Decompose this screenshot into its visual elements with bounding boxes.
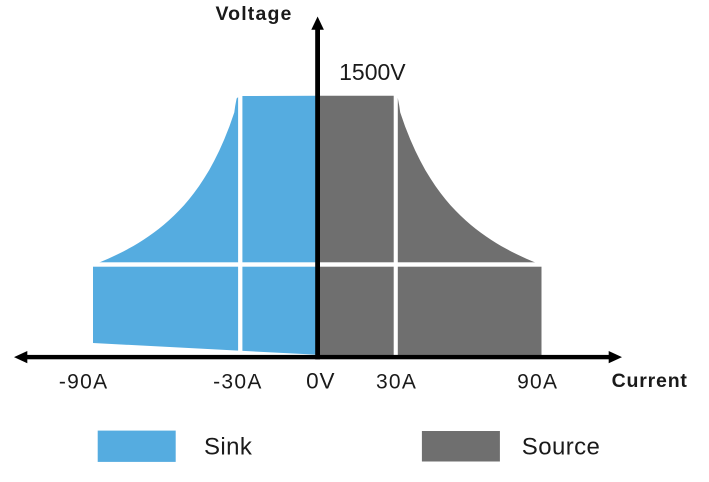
svg-text:-30A: -30A: [213, 371, 263, 394]
svg-text:90A: 90A: [517, 371, 558, 394]
svg-text:-90A: -90A: [59, 371, 109, 394]
svg-text:Source: Source: [522, 434, 600, 461]
svg-text:30A: 30A: [376, 371, 417, 394]
svg-text:Voltage: Voltage: [215, 3, 292, 25]
svg-text:0V: 0V: [306, 369, 335, 394]
svg-text:Current: Current: [612, 370, 688, 392]
svg-text:Sink: Sink: [204, 433, 253, 460]
svg-text:1500V: 1500V: [339, 59, 406, 85]
